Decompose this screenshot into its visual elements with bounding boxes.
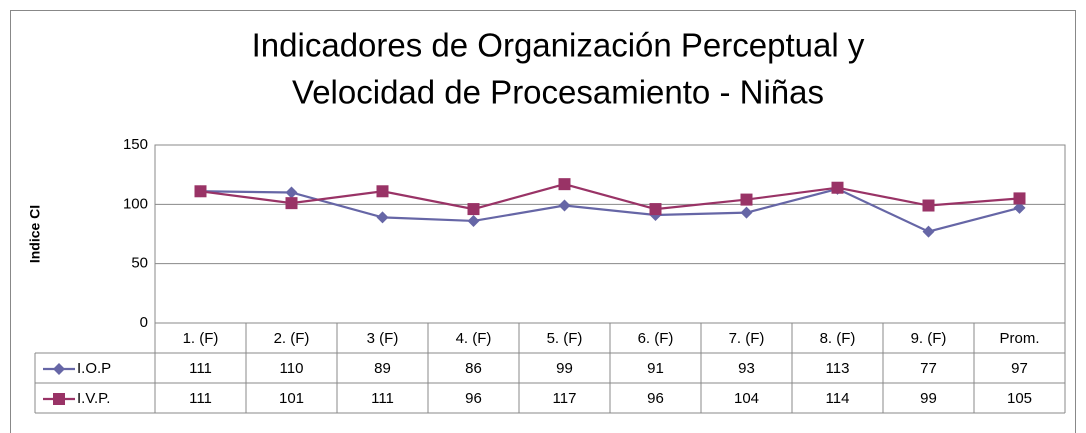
table-value: 111 xyxy=(189,360,212,377)
legend-label: I.V.P. xyxy=(77,390,110,407)
data-point xyxy=(285,197,298,210)
table-value: 86 xyxy=(465,360,482,377)
x-tick-label: 8. (F) xyxy=(820,330,856,347)
data-point xyxy=(376,185,389,198)
x-tick-label: Prom. xyxy=(999,330,1039,347)
data-point xyxy=(740,193,753,206)
data-point xyxy=(922,225,935,238)
table-value: 111 xyxy=(371,390,394,407)
table-value: 89 xyxy=(374,360,391,377)
y-tick-label: 150 xyxy=(123,136,148,153)
data-point xyxy=(831,181,844,194)
chart-title: Indicadores de Organización Perceptual y xyxy=(252,27,865,64)
table-value: 96 xyxy=(465,390,482,407)
table-value: 113 xyxy=(826,360,850,377)
x-tick-label: 9. (F) xyxy=(911,330,947,347)
chart-frame xyxy=(10,10,1076,433)
table-value: 93 xyxy=(738,360,755,377)
table-value: 99 xyxy=(556,360,573,377)
table-value: 96 xyxy=(647,390,664,407)
table-value: 91 xyxy=(647,360,664,377)
table-value: 110 xyxy=(280,360,304,377)
table-value: 101 xyxy=(279,390,304,407)
data-point xyxy=(740,206,753,219)
y-axis-label: Indice CI xyxy=(27,205,43,263)
data-point xyxy=(1013,192,1026,205)
x-tick-label: 7. (F) xyxy=(729,330,765,347)
data-point xyxy=(467,214,480,227)
x-tick-label: 2. (F) xyxy=(274,330,310,347)
table-value: 105 xyxy=(1007,390,1032,407)
data-point xyxy=(922,199,935,212)
y-tick-label: 0 xyxy=(140,314,148,331)
data-point xyxy=(649,203,662,216)
table-value: 114 xyxy=(826,390,850,407)
x-tick-label: 1. (F) xyxy=(183,330,219,347)
table-value: 111 xyxy=(189,390,212,407)
table-value: 104 xyxy=(734,390,759,407)
data-point xyxy=(467,203,480,216)
data-point xyxy=(558,199,571,212)
x-tick-label: 3 (F) xyxy=(367,330,399,347)
y-tick-label: 50 xyxy=(131,255,148,272)
x-tick-label: 4. (F) xyxy=(456,330,492,347)
legend-marker xyxy=(53,363,65,375)
legend-label: I.O.P xyxy=(77,360,111,377)
data-point xyxy=(376,211,389,224)
table-value: 77 xyxy=(920,360,937,377)
data-point xyxy=(194,185,207,198)
table-value: 97 xyxy=(1011,360,1028,377)
chart-title: Velocidad de Procesamiento - Niñas xyxy=(292,74,824,111)
y-tick-label: 100 xyxy=(123,195,148,212)
legend-marker xyxy=(53,393,65,405)
x-tick-label: 5. (F) xyxy=(547,330,583,347)
series-line xyxy=(200,183,1020,211)
data-point xyxy=(1013,201,1026,214)
data-point xyxy=(285,186,298,199)
data-point xyxy=(558,178,571,191)
table-value: 117 xyxy=(553,390,577,407)
x-tick-label: 6. (F) xyxy=(638,330,674,347)
series-line xyxy=(200,187,1020,233)
table-value: 99 xyxy=(920,390,937,407)
